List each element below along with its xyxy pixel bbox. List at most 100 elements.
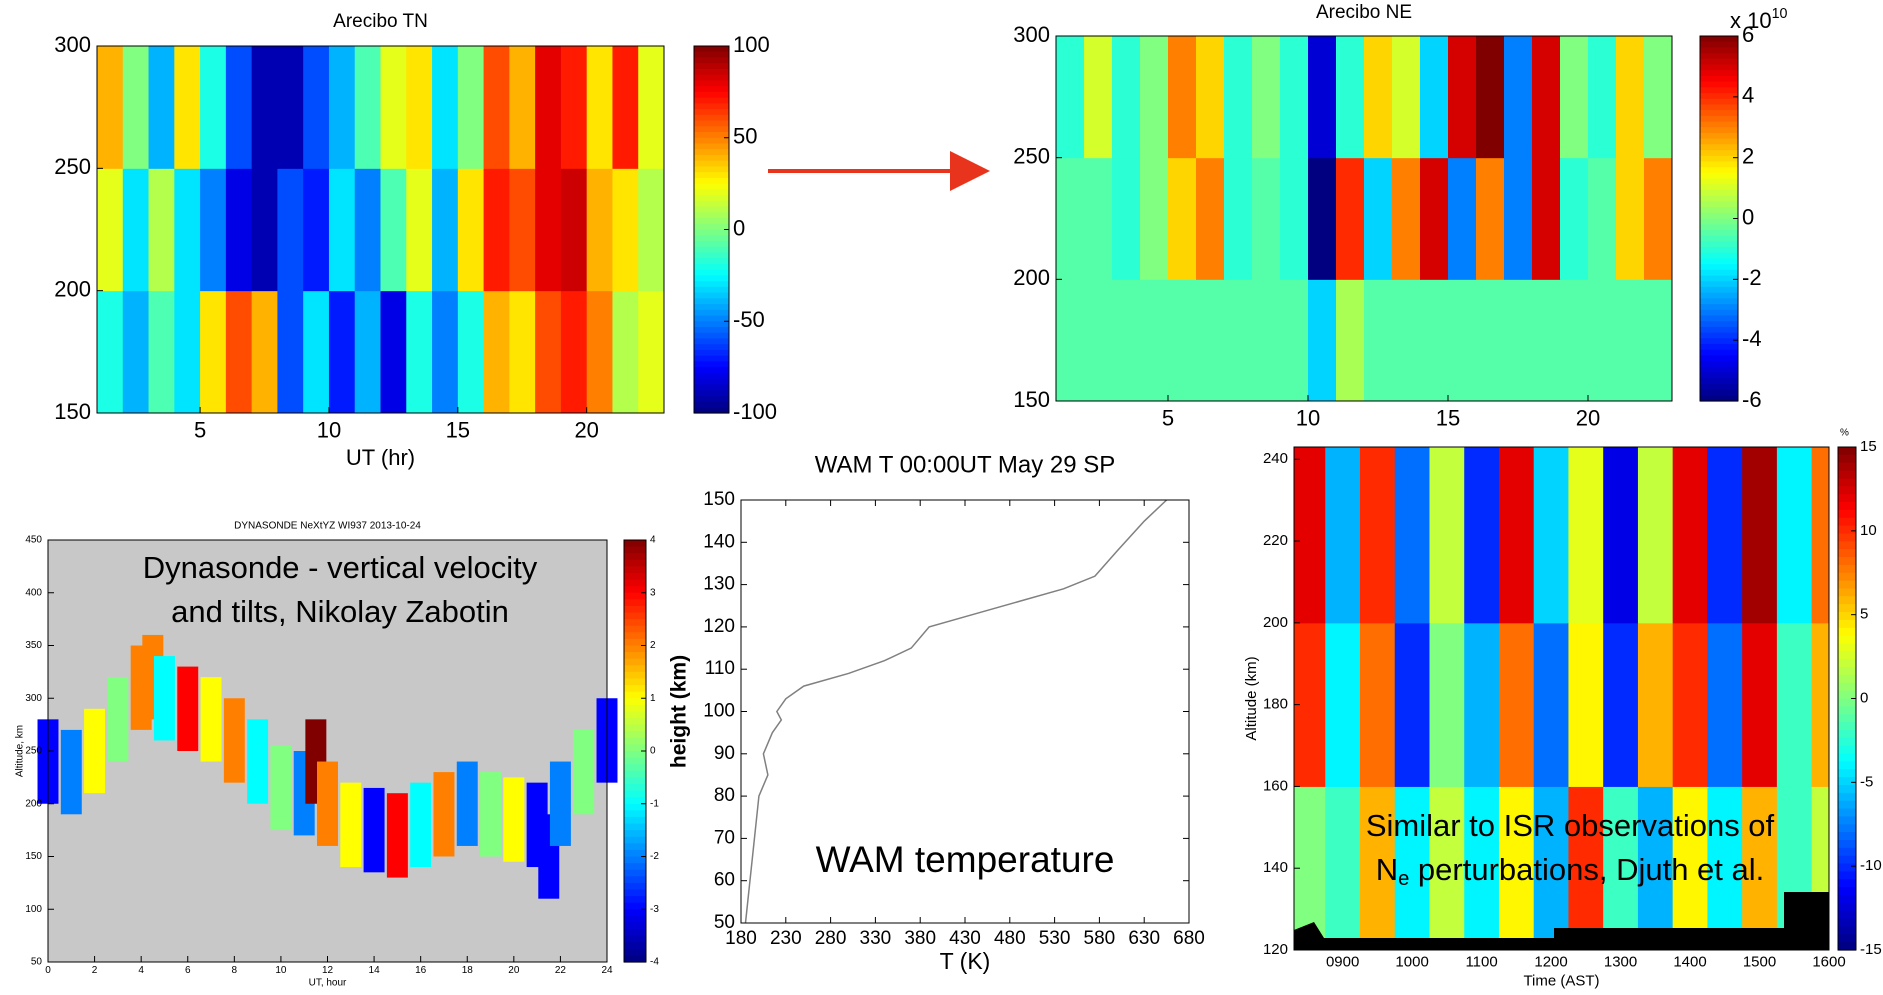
heatmap-cell (97, 168, 124, 292)
y-tick-label: 150 (54, 399, 91, 424)
annotation-text: perturbations, Djuth et al. (1409, 852, 1764, 887)
heatmap-cell (380, 46, 407, 169)
colorbar-step (1700, 178, 1738, 185)
colorbar-step (1700, 98, 1738, 106)
heatmap-cell (1056, 36, 1085, 159)
x-tick-label: 10 (317, 418, 341, 443)
colorbar-step (694, 189, 729, 196)
colorbar-step (624, 751, 646, 759)
y-tick-label: 200 (1013, 265, 1050, 290)
x-tick-label: 5 (1162, 406, 1174, 431)
heatmap-cell (1084, 279, 1113, 402)
colorbar-step (624, 704, 646, 713)
heatmap-cell (1707, 447, 1743, 624)
colorbar-step (624, 718, 646, 726)
colorbar-step (694, 86, 729, 93)
heatmap-cell (1280, 36, 1309, 159)
colorbar-step (1700, 258, 1738, 265)
colorbar-step (694, 149, 729, 156)
heatmap-cell (1420, 157, 1449, 280)
colorbar-step (1700, 309, 1738, 317)
heatmap-cell (1644, 36, 1673, 159)
velocity-streak (573, 729, 595, 815)
colorbar-step (1838, 887, 1856, 896)
colorbar-step (1838, 478, 1856, 487)
colorbar-step (1700, 298, 1738, 305)
heatmap-cell (1448, 36, 1477, 159)
colorbar-step (694, 240, 729, 248)
colorbar-step (624, 797, 646, 805)
x-tick-label: 630 (1128, 928, 1160, 949)
heatmap-cell (1603, 447, 1639, 624)
x-tick-label: 5 (194, 418, 206, 443)
colorbar-step (1838, 784, 1856, 794)
colorbar-tick-label: -3 (650, 904, 659, 915)
colorbar-step (694, 137, 729, 145)
y-tick-label: 60 (714, 870, 735, 891)
colorbar-tick-label: -10 (1860, 857, 1882, 874)
colorbar-tick-label: 100 (733, 32, 770, 57)
heatmap-cell (1637, 786, 1674, 951)
heatmap-cell (225, 46, 253, 169)
heatmap-cell (1112, 36, 1141, 159)
colorbar-step (624, 902, 646, 910)
plot-frame (1293, 446, 1830, 951)
colorbar-step (624, 605, 646, 614)
colorbar-step (1700, 201, 1738, 208)
annotation: WAM temperature (816, 839, 1115, 880)
colorbar-step (694, 321, 729, 328)
velocity-streak (84, 708, 106, 794)
x-tick-label: 20 (1576, 406, 1600, 431)
colorbar-step (1700, 75, 1738, 83)
colorbar-step (1700, 389, 1738, 396)
x-tick-label: 180 (725, 928, 757, 949)
heatmap-cell (535, 168, 562, 292)
y-tick-label: 110 (705, 658, 735, 679)
heatmap-cell (586, 290, 613, 414)
colorbar-step (1838, 643, 1856, 652)
colorbar-step (1838, 722, 1856, 731)
velocity-streak (480, 772, 502, 857)
colorbar-tick-label: -5 (1860, 773, 1873, 790)
colorbar-step (694, 109, 729, 116)
colorbar-step (1700, 372, 1738, 379)
colorbar-step (1700, 104, 1738, 111)
colorbar-step (624, 830, 646, 838)
colorbar-step (1838, 800, 1856, 810)
colorbar-step (624, 935, 646, 943)
annotation-subscript: e (1398, 868, 1409, 890)
heatmap-cell (612, 290, 639, 414)
heatmap-cell (1394, 786, 1430, 951)
colorbar-step (624, 665, 646, 673)
colorbar-step (624, 638, 646, 647)
colorbar-step (624, 685, 646, 693)
colorbar-step (624, 816, 646, 825)
colorbar-multiplier: x 1010 (1730, 6, 1788, 33)
colorbar-step (1700, 87, 1738, 94)
y-tick-label: 140 (703, 531, 735, 552)
colorbar-step (624, 678, 646, 686)
heatmap-cell (509, 168, 536, 292)
colorbar-step (1838, 808, 1856, 817)
heatmap-cell (354, 290, 381, 414)
multiplier-exponent: 10 (1772, 6, 1788, 22)
velocity-streak (60, 729, 82, 815)
x-tick-label: 24 (601, 965, 613, 976)
colorbar-step (1700, 247, 1738, 254)
heatmap-cell (638, 46, 665, 169)
colorbar-tick-label: 6 (1742, 22, 1754, 47)
y-tick-label: 80 (714, 785, 735, 806)
heatmap-cell (1429, 622, 1465, 787)
colorbar-tick-label: 10 (1860, 522, 1877, 539)
colorbar-step (1838, 596, 1856, 605)
velocity-streak (107, 677, 129, 762)
colorbar-step (1700, 195, 1738, 202)
colorbar-step (1838, 769, 1856, 778)
heatmap-cell (277, 290, 304, 414)
colorbar-step (1838, 910, 1856, 920)
chart-title: WAM T 00:00UT May 29 SP (815, 451, 1116, 478)
heatmap-cell (1707, 622, 1743, 787)
y-tick-label: 70 (714, 827, 735, 848)
heatmap-cell (354, 168, 381, 292)
